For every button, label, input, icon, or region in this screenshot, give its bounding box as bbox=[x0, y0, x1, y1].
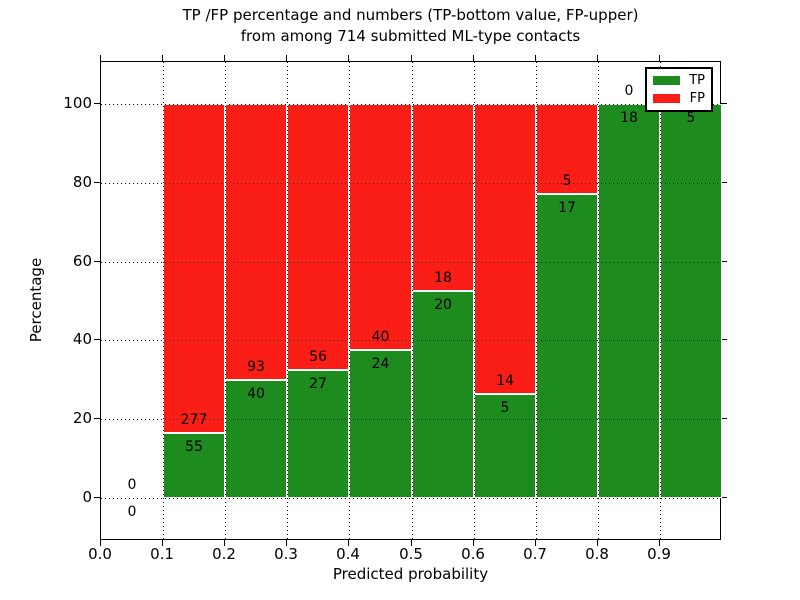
chart-title: TP /FP percentage and numbers (TP-bottom… bbox=[100, 5, 721, 47]
y-tick-right bbox=[721, 497, 727, 498]
y-tick-right bbox=[721, 261, 727, 262]
tp-count-label: 27 bbox=[309, 375, 327, 392]
x-tick-bottom bbox=[224, 540, 225, 546]
y-tick-right bbox=[721, 339, 727, 340]
bar-fp-segment bbox=[474, 104, 536, 394]
fp-count-label: 18 bbox=[434, 269, 452, 286]
x-tick-bottom bbox=[473, 540, 474, 546]
legend-row-fp: FP bbox=[653, 91, 705, 106]
y-tick-left bbox=[94, 418, 100, 419]
y-tick-label: 20 bbox=[72, 409, 92, 427]
tp-count-label: 5 bbox=[500, 400, 510, 417]
legend-swatch-fp bbox=[653, 94, 680, 103]
fp-count-label: 93 bbox=[247, 358, 265, 375]
tp-count-label: 17 bbox=[558, 199, 576, 216]
x-tick-top bbox=[411, 55, 412, 61]
y-tick-right bbox=[721, 418, 727, 419]
x-tick-bottom bbox=[535, 540, 536, 546]
tp-count-label: 0 bbox=[127, 504, 137, 520]
x-tick-top bbox=[659, 55, 660, 61]
y-tick-label: 60 bbox=[72, 252, 92, 270]
y-tick-right bbox=[721, 103, 727, 104]
x-tick-label: 0.0 bbox=[88, 545, 112, 563]
x-tick-bottom bbox=[659, 540, 660, 546]
chart-title-line1: TP /FP percentage and numbers (TP-bottom… bbox=[182, 6, 639, 24]
x-tick-label: 0.9 bbox=[647, 545, 671, 563]
y-tick-label: 80 bbox=[72, 173, 92, 191]
y-tick-left bbox=[94, 182, 100, 183]
x-tick-top bbox=[100, 55, 101, 61]
x-axis-label: Predicted probability bbox=[332, 565, 489, 583]
chart-title-line2: from among 714 submitted ML-type contact… bbox=[240, 27, 581, 45]
bar-fp-segment bbox=[349, 104, 412, 350]
legend-row-tp: TP bbox=[653, 73, 705, 88]
x-tick-top bbox=[162, 55, 163, 61]
x-tick-label: 0.2 bbox=[212, 545, 236, 563]
tp-count-label: 18 bbox=[620, 110, 638, 126]
legend-swatch-tp bbox=[653, 76, 680, 85]
tp-count-label: 40 bbox=[247, 385, 265, 402]
x-tick-top bbox=[348, 55, 349, 61]
x-tick-label: 0.6 bbox=[461, 545, 485, 563]
x-tick-label: 0.3 bbox=[274, 545, 298, 563]
legend: TP FP bbox=[645, 67, 713, 112]
y-tick-label: 0 bbox=[82, 488, 92, 506]
tp-count-label: 5 bbox=[686, 110, 696, 126]
tp-count-label: 24 bbox=[371, 356, 390, 373]
tp-count-label: 55 bbox=[185, 438, 203, 455]
fp-count-label: 14 bbox=[496, 373, 514, 390]
x-tick-label: 0.7 bbox=[523, 545, 547, 563]
y-axis-label: Percentage bbox=[27, 257, 45, 343]
y-tick-left bbox=[94, 261, 100, 262]
x-tick-top bbox=[473, 55, 474, 61]
plot-area: 0027755934056274024182014551701805 bbox=[100, 61, 722, 540]
bar-fp-segment bbox=[536, 104, 598, 194]
bar-fp-segment bbox=[225, 104, 287, 380]
fp-count-label: 56 bbox=[309, 348, 327, 365]
x-tick-top bbox=[535, 55, 536, 61]
x-tick-label: 0.5 bbox=[399, 545, 423, 563]
bar-tp-segment bbox=[163, 433, 225, 498]
bars-layer bbox=[101, 62, 722, 539]
x-tick-bottom bbox=[286, 540, 287, 546]
bar-fp-segment bbox=[163, 104, 225, 433]
x-tick-label: 0.4 bbox=[336, 545, 360, 563]
x-tick-bottom bbox=[162, 540, 163, 546]
x-tick-label: 0.8 bbox=[585, 545, 609, 563]
fp-count-label: 277 bbox=[180, 411, 208, 428]
x-tick-top bbox=[224, 55, 225, 61]
tp-count-label: 20 bbox=[434, 296, 452, 313]
x-tick-bottom bbox=[411, 540, 412, 546]
bar-tp-segment bbox=[474, 394, 536, 498]
bar-fp-segment bbox=[412, 104, 474, 291]
y-tick-left bbox=[94, 339, 100, 340]
legend-label-tp: TP bbox=[689, 73, 705, 88]
fp-count-label: 0 bbox=[127, 477, 137, 493]
bar-count-labels-layer: 0027755934056274024182014551701805 bbox=[101, 62, 720, 539]
x-tick-bottom bbox=[348, 540, 349, 546]
fp-count-label: 5 bbox=[562, 172, 572, 189]
y-tick-left bbox=[94, 497, 100, 498]
bar-fp-segment bbox=[287, 104, 349, 370]
x-tick-label: 0.1 bbox=[150, 545, 174, 563]
fp-count-label: 40 bbox=[371, 329, 390, 346]
x-tick-top bbox=[597, 55, 598, 61]
fp-count-label: 0 bbox=[624, 83, 634, 99]
y-tick-left bbox=[94, 103, 100, 104]
legend-label-fp: FP bbox=[689, 91, 705, 106]
x-tick-bottom bbox=[597, 540, 598, 546]
y-tick-label: 40 bbox=[72, 330, 92, 348]
x-tick-bottom bbox=[100, 540, 101, 546]
y-tick-right bbox=[721, 182, 727, 183]
y-tick-label: 100 bbox=[63, 94, 92, 112]
x-tick-top bbox=[286, 55, 287, 61]
